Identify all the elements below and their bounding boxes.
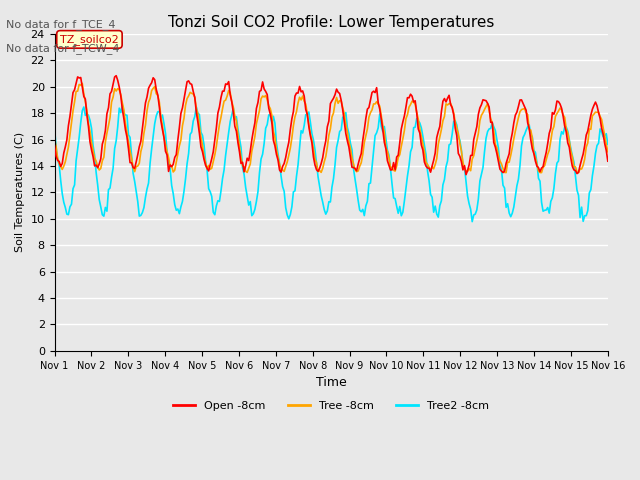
Line: Open -8cm: Open -8cm [54,76,608,175]
Open -8cm [217,95,225,100]
Tree2 -8cm [51,124,58,130]
Tree -8cm [120,107,128,113]
Tree2 -8cm [604,142,612,147]
Legend: Open -8cm, Tree -8cm, Tree2 -8cm: Open -8cm, Tree -8cm, Tree2 -8cm [169,396,493,415]
Line: Tree2 -8cm: Tree2 -8cm [54,105,608,222]
Tree -8cm [576,166,584,172]
Open -8cm [113,73,120,79]
Tree2 -8cm [294,162,302,168]
Tree -8cm [294,100,302,106]
Title: Tonzi Soil CO2 Profile: Lower Temperatures: Tonzi Soil CO2 Profile: Lower Temperatur… [168,15,494,30]
Tree -8cm [236,144,243,150]
Tree2 -8cm [576,215,584,220]
Tree -8cm [502,170,510,176]
Tree2 -8cm [468,219,476,225]
Tree -8cm [604,149,612,155]
Text: No data for f_TCE_4: No data for f_TCE_4 [6,19,116,30]
Open -8cm [462,172,470,178]
Line: Tree -8cm: Tree -8cm [54,84,608,173]
Tree2 -8cm [245,202,253,208]
Tree -8cm [51,135,58,141]
Tree2 -8cm [118,102,126,108]
Text: No data for f_TCW_4: No data for f_TCW_4 [6,43,120,54]
Open -8cm [294,90,302,96]
Tree2 -8cm [217,188,225,194]
Open -8cm [236,149,243,155]
Open -8cm [576,163,584,168]
Open -8cm [120,116,128,121]
Tree2 -8cm [120,110,128,116]
Y-axis label: Soil Temperatures (C): Soil Temperatures (C) [15,132,25,252]
Tree -8cm [79,81,86,86]
Tree -8cm [245,165,253,171]
X-axis label: Time: Time [316,376,346,389]
Text: TZ_soilco2: TZ_soilco2 [60,34,119,45]
Open -8cm [51,143,58,148]
Open -8cm [245,158,253,164]
Tree2 -8cm [236,136,243,142]
Open -8cm [604,158,612,164]
Tree -8cm [217,115,225,120]
